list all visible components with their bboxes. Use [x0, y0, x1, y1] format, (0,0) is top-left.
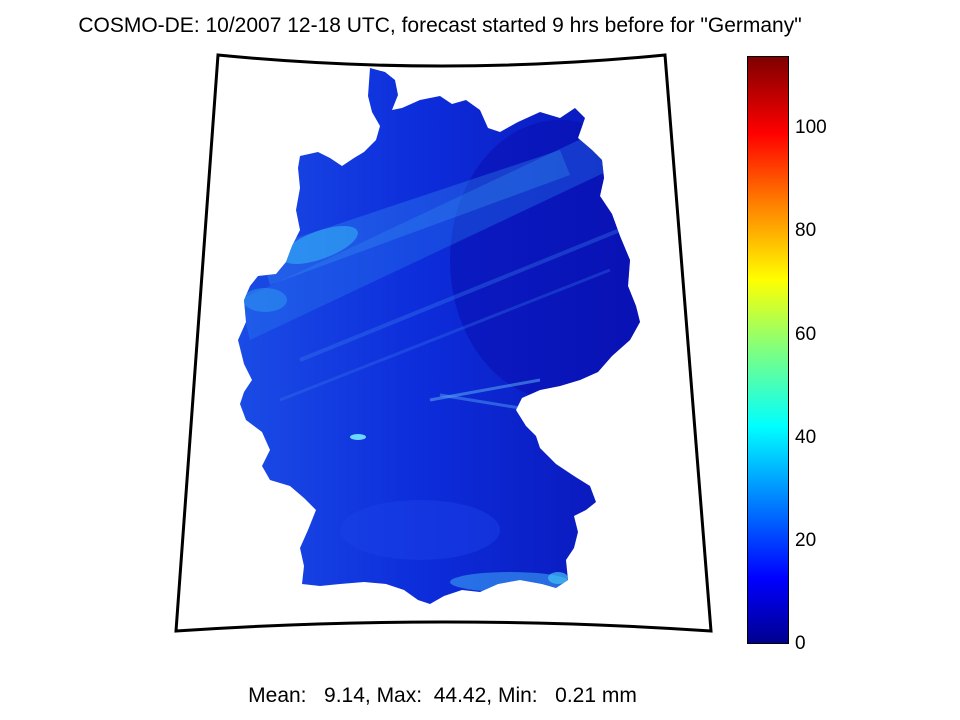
statistics-caption: Mean: 9.14, Max: 44.42, Min: 0.21 mm [248, 684, 637, 707]
colorbar-tick-label: 60 [795, 323, 817, 345]
colorbar-tick-label: 0 [795, 633, 806, 654]
plot-title: COSMO-DE: 10/2007 12-18 UTC, forecast st… [78, 14, 802, 37]
colorbar-tick-label: 100 [795, 117, 827, 139]
colorbar-tick-label: 40 [795, 426, 817, 448]
colorbar [747, 56, 789, 644]
colorbar-tick-label: 80 [795, 220, 817, 242]
colorbar-tick-label: 20 [795, 529, 817, 551]
